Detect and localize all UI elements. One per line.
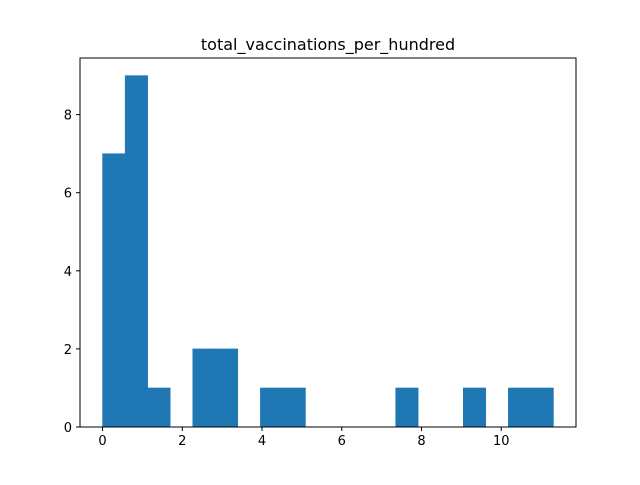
x-tick-label: 2 — [178, 434, 186, 449]
x-tick-label: 6 — [338, 434, 346, 449]
chart-title: total_vaccinations_per_hundred — [201, 35, 455, 55]
histogram-bar — [192, 348, 216, 428]
bars-layer — [102, 75, 554, 428]
x-tick-label: 0 — [98, 434, 106, 449]
histogram-bar — [102, 153, 126, 428]
histogram-bar — [215, 348, 239, 428]
x-tick-label: 4 — [258, 434, 266, 449]
histogram-bar — [147, 387, 171, 428]
y-tick-label: 2 — [64, 343, 72, 358]
x-tick-label: 8 — [417, 434, 425, 449]
y-tick-label: 8 — [64, 109, 72, 124]
x-tick-label: 10 — [493, 434, 510, 449]
histogram-bar — [282, 387, 306, 428]
plot-frame — [79, 57, 577, 428]
y-tick-label: 6 — [64, 187, 72, 202]
y-axis: 0 2 4 6 8 — [64, 109, 80, 436]
x-axis: 0 2 4 6 8 10 — [98, 427, 509, 449]
y-tick-label: 0 — [64, 421, 72, 436]
histogram-bar — [508, 387, 532, 428]
histogram-bar — [124, 75, 148, 428]
histogram-bar — [530, 387, 554, 428]
histogram-bar — [260, 387, 284, 428]
y-tick-label: 4 — [64, 265, 72, 280]
histogram-bar — [463, 387, 487, 428]
histogram-bar — [395, 387, 419, 428]
